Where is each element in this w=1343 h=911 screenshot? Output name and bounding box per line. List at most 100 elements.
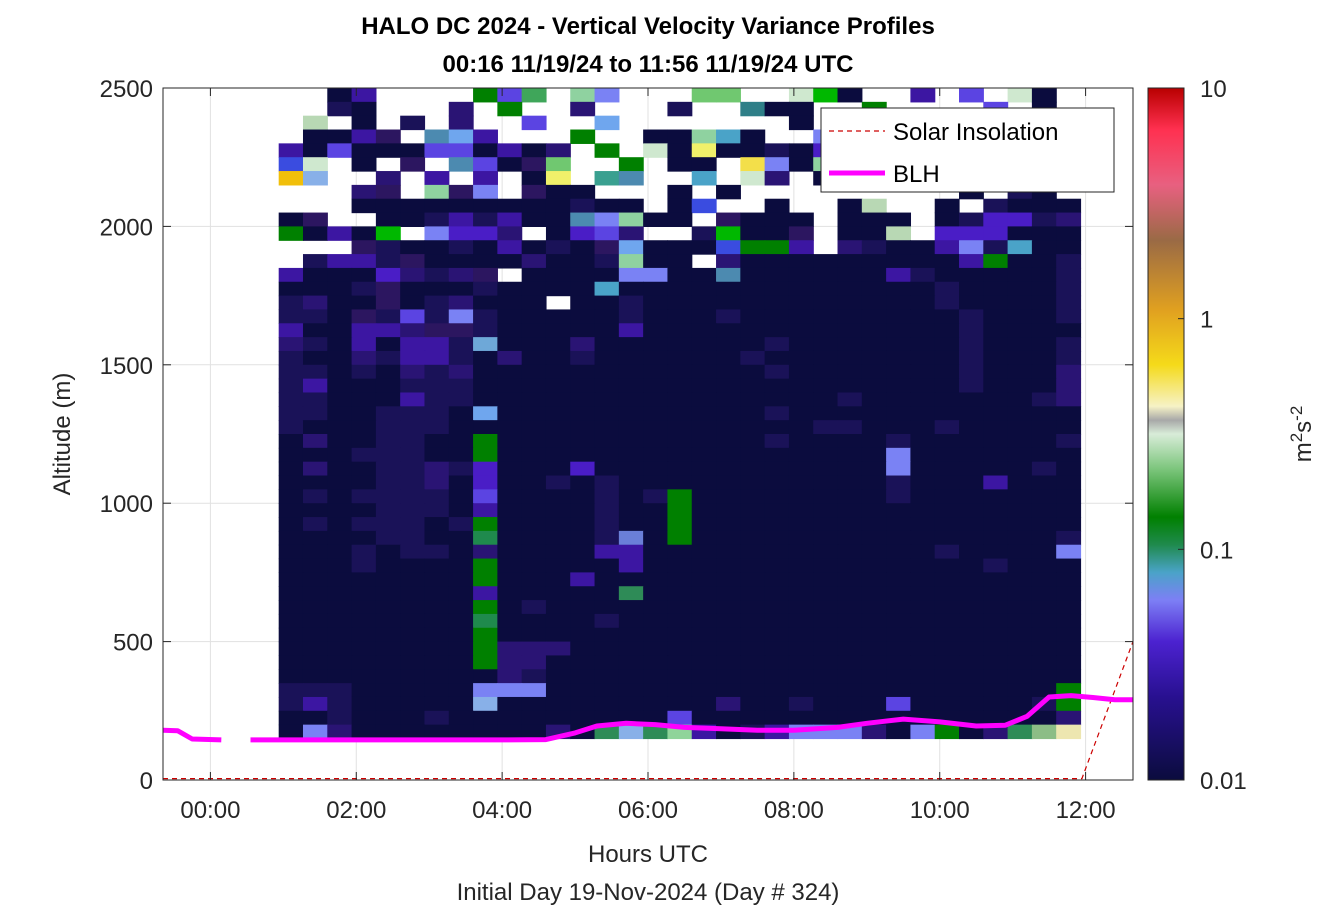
heatmap-cell bbox=[983, 323, 1009, 338]
heatmap-cell bbox=[788, 696, 814, 712]
heatmap-cell bbox=[716, 254, 741, 269]
heatmap-cell bbox=[813, 544, 839, 560]
heatmap-cell bbox=[351, 350, 377, 366]
heatmap-cell bbox=[691, 281, 717, 297]
heatmap-cell bbox=[594, 669, 620, 684]
heatmap-cell bbox=[424, 392, 450, 407]
heatmap-cell bbox=[545, 641, 571, 657]
heatmap-cell bbox=[302, 129, 328, 144]
heatmap-cell bbox=[910, 696, 936, 712]
heatmap-cell bbox=[813, 613, 839, 629]
heatmap-cell bbox=[448, 655, 474, 670]
heatmap-cell bbox=[618, 323, 644, 338]
heatmap-cell bbox=[910, 88, 936, 103]
heatmap-cell bbox=[618, 613, 644, 629]
heatmap-cell bbox=[302, 544, 328, 560]
heatmap-cell bbox=[1056, 198, 1082, 214]
heatmap-cell bbox=[424, 696, 450, 712]
heatmap-cell bbox=[400, 503, 426, 518]
heatmap-cell bbox=[1007, 600, 1033, 615]
heatmap-cell bbox=[570, 212, 596, 227]
heatmap-cell bbox=[424, 627, 450, 643]
heatmap-cell bbox=[788, 489, 814, 504]
heatmap-cell bbox=[837, 240, 863, 255]
heatmap-cell bbox=[594, 281, 620, 297]
heatmap-cell bbox=[788, 267, 814, 283]
heatmap-cell bbox=[424, 337, 450, 352]
heatmap-cell bbox=[302, 295, 328, 311]
heatmap-cell bbox=[375, 572, 401, 587]
heatmap-cell bbox=[594, 641, 620, 657]
heatmap-cell bbox=[1007, 447, 1033, 463]
heatmap-cell bbox=[643, 586, 669, 601]
heatmap-cell bbox=[327, 434, 353, 449]
heatmap-cell bbox=[643, 475, 669, 490]
heatmap-cell bbox=[861, 364, 887, 380]
heatmap-cell bbox=[764, 641, 790, 657]
heatmap-cell bbox=[764, 226, 790, 241]
heatmap-cell bbox=[545, 212, 571, 227]
heatmap-cell bbox=[375, 447, 401, 463]
heatmap-cell bbox=[716, 309, 741, 324]
heatmap-cell bbox=[740, 337, 766, 352]
heatmap-cell bbox=[375, 254, 401, 269]
colorbar-tick-label: 0.1 bbox=[1200, 537, 1233, 564]
heatmap-cell bbox=[351, 655, 377, 670]
heatmap-cell bbox=[375, 392, 401, 407]
heatmap-cell bbox=[497, 655, 523, 670]
heatmap-cell bbox=[983, 517, 1009, 532]
heatmap-cell bbox=[497, 710, 523, 726]
heatmap-cell bbox=[448, 406, 474, 421]
heatmap-cell bbox=[934, 669, 960, 684]
heatmap-cell bbox=[278, 530, 304, 546]
heatmap-cell bbox=[327, 724, 353, 740]
heatmap-cell bbox=[1007, 475, 1033, 490]
heatmap-cell bbox=[545, 364, 571, 380]
heatmap-cell bbox=[351, 226, 377, 241]
heatmap-cell bbox=[424, 613, 450, 629]
heatmap-cell bbox=[570, 641, 596, 657]
heatmap-cell bbox=[594, 696, 620, 712]
heatmap-cell bbox=[667, 572, 693, 587]
heatmap-cell bbox=[570, 226, 596, 241]
heatmap-cell bbox=[910, 434, 936, 449]
heatmap-cell bbox=[667, 309, 693, 324]
heatmap-cell bbox=[473, 267, 498, 283]
heatmap-cell bbox=[740, 613, 766, 629]
heatmap-cell bbox=[886, 309, 912, 324]
heatmap-cell bbox=[570, 572, 596, 587]
heatmap-cell bbox=[837, 669, 863, 684]
heatmap-cell bbox=[934, 240, 960, 255]
heatmap-cell bbox=[448, 600, 474, 615]
heatmap-cell bbox=[278, 558, 304, 573]
heatmap-cell bbox=[813, 461, 839, 477]
heatmap-cell bbox=[1031, 544, 1057, 560]
heatmap-cell bbox=[375, 420, 401, 435]
heatmap-cell bbox=[886, 586, 912, 601]
heatmap-cell bbox=[473, 364, 498, 380]
heatmap-cell bbox=[1007, 572, 1033, 587]
heatmap-cell bbox=[813, 489, 839, 504]
heatmap-cell bbox=[716, 143, 741, 158]
heatmap-cell bbox=[351, 613, 377, 629]
heatmap-cell bbox=[521, 434, 547, 449]
heatmap-cell bbox=[424, 323, 450, 338]
heatmap-cell bbox=[643, 143, 669, 158]
heatmap-cell bbox=[521, 669, 547, 684]
solar-insolation-line bbox=[163, 641, 1134, 780]
heatmap-cell bbox=[473, 683, 498, 698]
heatmap-cell bbox=[375, 143, 401, 158]
heatmap-cell bbox=[570, 240, 596, 255]
heatmap-cell bbox=[788, 641, 814, 657]
heatmap-cell bbox=[424, 683, 450, 698]
heatmap-cell bbox=[400, 420, 426, 435]
heatmap-cell bbox=[861, 212, 887, 227]
colorbar-tick-label: 1 bbox=[1200, 307, 1213, 334]
heatmap-cell bbox=[934, 475, 960, 490]
heatmap-cell bbox=[521, 171, 547, 186]
heatmap-cell bbox=[570, 558, 596, 573]
heatmap-cell bbox=[278, 406, 304, 421]
heatmap-cell bbox=[788, 475, 814, 490]
heatmap-cell bbox=[934, 586, 960, 601]
heatmap-cell bbox=[1031, 378, 1057, 394]
